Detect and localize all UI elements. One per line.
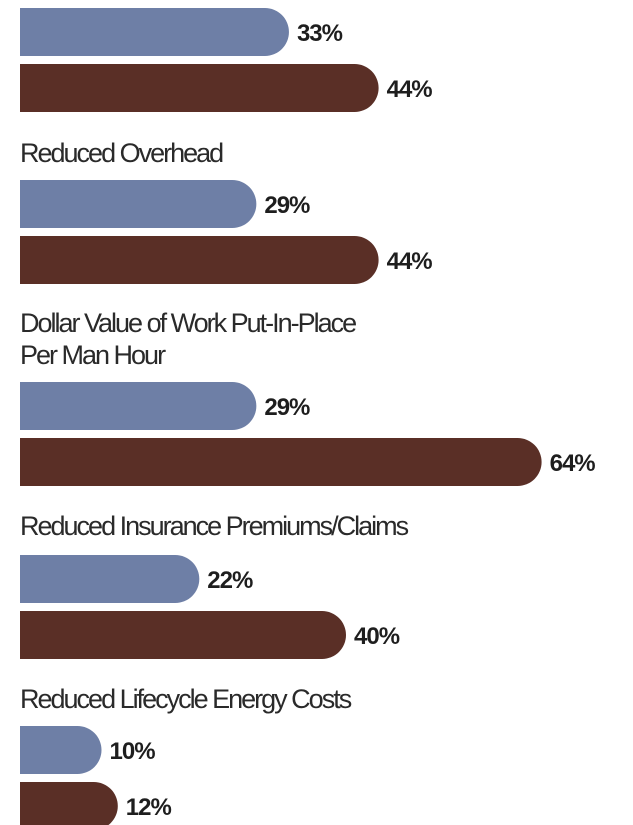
- category-label: Reduced Overhead: [20, 138, 223, 168]
- category-label: Per Man Hour: [20, 340, 166, 370]
- value-label: 12%: [126, 794, 172, 821]
- value-label: 10%: [110, 738, 156, 765]
- category-label: Reduced Lifecycle Energy Costs: [20, 684, 352, 714]
- value-label: 33%: [297, 20, 343, 47]
- bar: [20, 236, 379, 284]
- bar: [20, 782, 118, 825]
- category-group: Reduced Lifecycle Energy Costs 10% 12%: [20, 684, 354, 825]
- bar: [20, 180, 257, 228]
- bar: [20, 611, 346, 659]
- category-group: Reduced Overhead 29% 44%: [20, 138, 433, 284]
- category-group: Reduced Insurance Premiums/Claims 22% 40%: [20, 511, 411, 659]
- bar: [20, 64, 379, 112]
- value-label: 44%: [387, 76, 433, 103]
- category-label: Reduced Insurance Premiums/Claims: [20, 511, 409, 541]
- bar: [20, 438, 542, 486]
- value-label: 29%: [264, 394, 310, 421]
- value-label: 22%: [207, 567, 253, 594]
- value-label: 64%: [550, 450, 596, 477]
- bar: [20, 726, 102, 774]
- value-label: 40%: [354, 623, 400, 650]
- category-group: 33% 44%: [20, 8, 433, 112]
- value-label: 44%: [387, 248, 433, 275]
- bar: [20, 555, 200, 603]
- bar: [20, 382, 257, 431]
- value-label: 29%: [264, 192, 310, 219]
- category-label: Dollar Value of Work Put-In-Place: [20, 308, 356, 338]
- bar: [20, 8, 289, 56]
